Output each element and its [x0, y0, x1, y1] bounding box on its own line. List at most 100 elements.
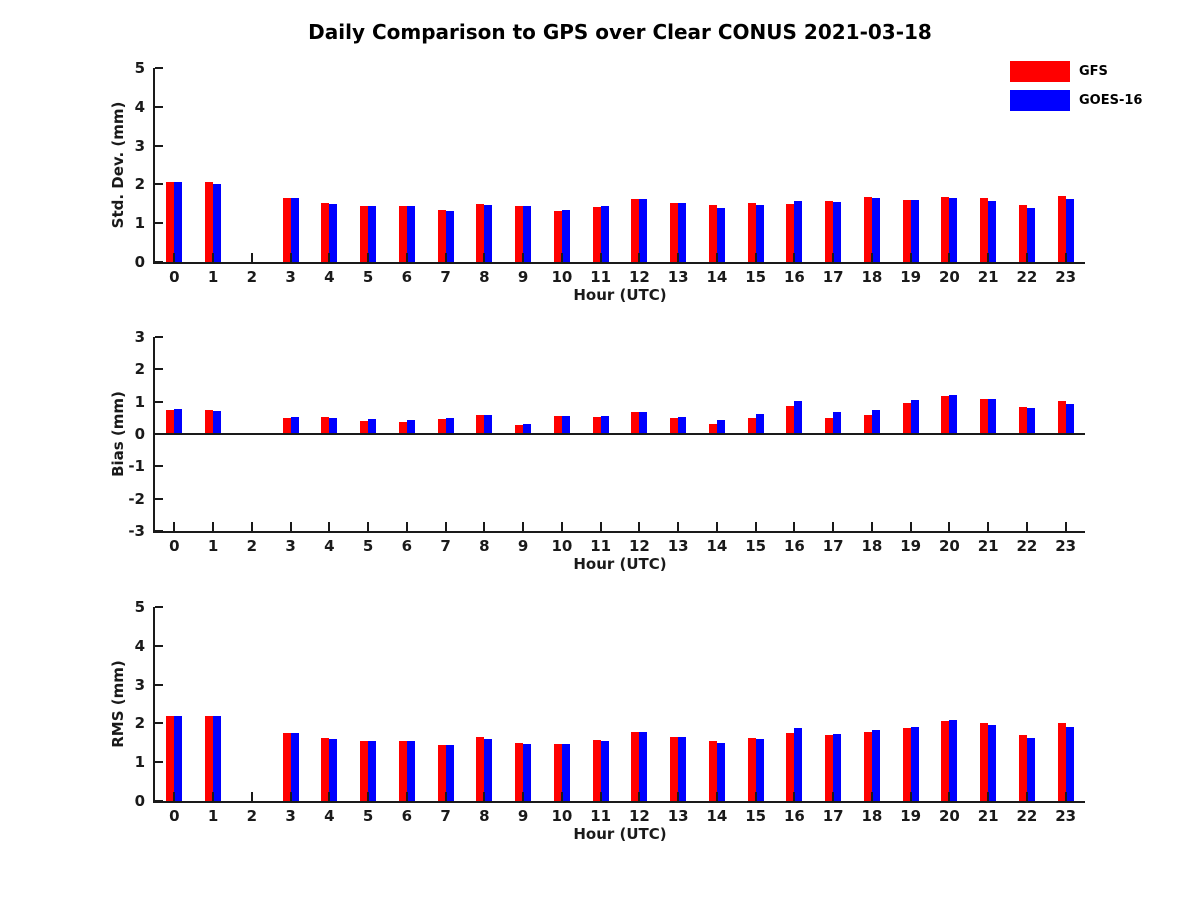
bar-gfs-h11	[592, 740, 601, 801]
x-tick-label: 16	[783, 807, 805, 825]
bar-goes16-h0	[174, 182, 183, 262]
x-tick	[328, 792, 331, 801]
bar-goes16-h5	[368, 419, 377, 434]
x-tick-label: 12	[628, 537, 650, 555]
x-tick-label: 23	[1055, 807, 1077, 825]
x-tick	[1025, 253, 1028, 262]
bar-gfs-h9	[515, 424, 524, 434]
y-axis-label: Std. Dev. (mm)	[109, 101, 127, 229]
x-tick	[367, 522, 370, 531]
bar-goes16-h18	[871, 410, 880, 434]
x-tick	[289, 253, 292, 262]
x-tick	[909, 792, 912, 801]
bar-goes16-h6	[406, 420, 415, 434]
y-tick-label: -1	[128, 457, 145, 476]
bar-gfs-h3	[282, 417, 291, 434]
x-tick-label: 23	[1055, 268, 1077, 286]
y-tick	[155, 800, 163, 802]
bar-gfs-h8	[476, 737, 485, 801]
x-tick-label: 9	[517, 807, 529, 825]
x-tick-label: 5	[362, 268, 374, 286]
bar-goes16-h22	[1026, 737, 1035, 801]
x-tick-label: 5	[362, 807, 374, 825]
bar-goes16-h7	[445, 745, 454, 801]
bar-gfs-h16	[786, 733, 795, 801]
x-tick	[909, 253, 912, 262]
x-tick-label: 0	[169, 537, 180, 555]
bar-goes16-h6	[406, 205, 415, 262]
y-tick-label: -2	[128, 489, 145, 508]
x-tick	[987, 522, 990, 531]
y-tick	[155, 530, 163, 532]
x-tick	[328, 253, 331, 262]
bar-goes16-h8	[484, 738, 493, 801]
x-tick-label: 4	[324, 807, 335, 825]
bar-goes16-h13	[678, 736, 687, 801]
bar-goes16-h21	[988, 398, 997, 434]
bar-gfs-h3	[282, 733, 291, 801]
bar-gfs-h4	[321, 738, 330, 801]
bar-goes16-h19	[910, 400, 919, 434]
x-tick-label: 16	[783, 537, 805, 555]
x-tick-label: 17	[822, 537, 844, 555]
x-tick-label: 13	[667, 537, 689, 555]
bar-goes16-h14	[716, 207, 725, 262]
bar-gfs-h10	[553, 416, 562, 434]
bar-gfs-h10	[553, 743, 562, 801]
y-tick	[155, 497, 163, 500]
x-tick-label: 11	[590, 807, 612, 825]
y-tick-label: 1	[134, 753, 145, 772]
x-tick	[599, 522, 602, 531]
x-tick	[250, 522, 253, 531]
x-tick	[483, 522, 486, 531]
x-tick-label: 15	[745, 807, 767, 825]
x-tick-label: 6	[401, 807, 413, 825]
x-tick	[832, 253, 835, 262]
bar-goes16-h8	[484, 205, 493, 262]
x-tick-label: 7	[440, 268, 451, 286]
chart-title: Daily Comparison to GPS over Clear CONUS…	[308, 20, 932, 44]
x-tick	[560, 792, 563, 801]
y-tick-label: 3	[134, 675, 145, 694]
x-tick	[405, 522, 408, 531]
bar-goes16-h1	[213, 411, 222, 434]
x-tick-label: 13	[667, 807, 689, 825]
bar-goes16-h7	[445, 417, 454, 434]
bar-gfs-h15	[747, 738, 756, 801]
bar-gfs-h15	[747, 417, 756, 434]
y-tick-label: 0	[134, 792, 145, 810]
bar-goes16-h6	[406, 740, 415, 801]
x-tick	[250, 253, 253, 262]
y-tick-label: 4	[134, 97, 145, 116]
y-tick-label: 2	[134, 714, 145, 733]
x-tick	[212, 253, 215, 262]
x-tick-label: 21	[977, 268, 999, 286]
bar-gfs-h6	[398, 421, 407, 434]
x-tick-label: 11	[590, 268, 612, 286]
bar-goes16-h23	[1065, 403, 1074, 434]
bar-goes16-h12	[639, 732, 648, 801]
x-tick	[754, 253, 757, 262]
x-axis-label: Hour (UTC)	[573, 286, 667, 304]
x-tick-label: 20	[938, 537, 960, 555]
bar-goes16-h14	[716, 742, 725, 801]
y-tick-label: 5	[134, 598, 145, 616]
x-tick	[483, 253, 486, 262]
bar-goes16-h18	[871, 197, 880, 262]
x-tick-label: 15	[745, 537, 767, 555]
y-tick-label: 1	[134, 214, 145, 233]
y-tick	[155, 222, 163, 225]
x-tick-label: 19	[900, 537, 922, 555]
x-tick-label: 2	[246, 537, 258, 555]
bar-goes16-h10	[561, 743, 570, 801]
x-tick-label: 18	[861, 268, 883, 286]
bar-gfs-h22	[1018, 735, 1027, 801]
bar-goes16-h22	[1026, 408, 1035, 434]
bar-goes16-h0	[174, 715, 183, 801]
y-tick	[155, 105, 163, 108]
x-tick	[522, 522, 525, 531]
x-tick-label: 21	[977, 537, 999, 555]
y-tick	[155, 368, 163, 371]
bar-goes16-h20	[949, 720, 958, 801]
x-tick	[212, 522, 215, 531]
